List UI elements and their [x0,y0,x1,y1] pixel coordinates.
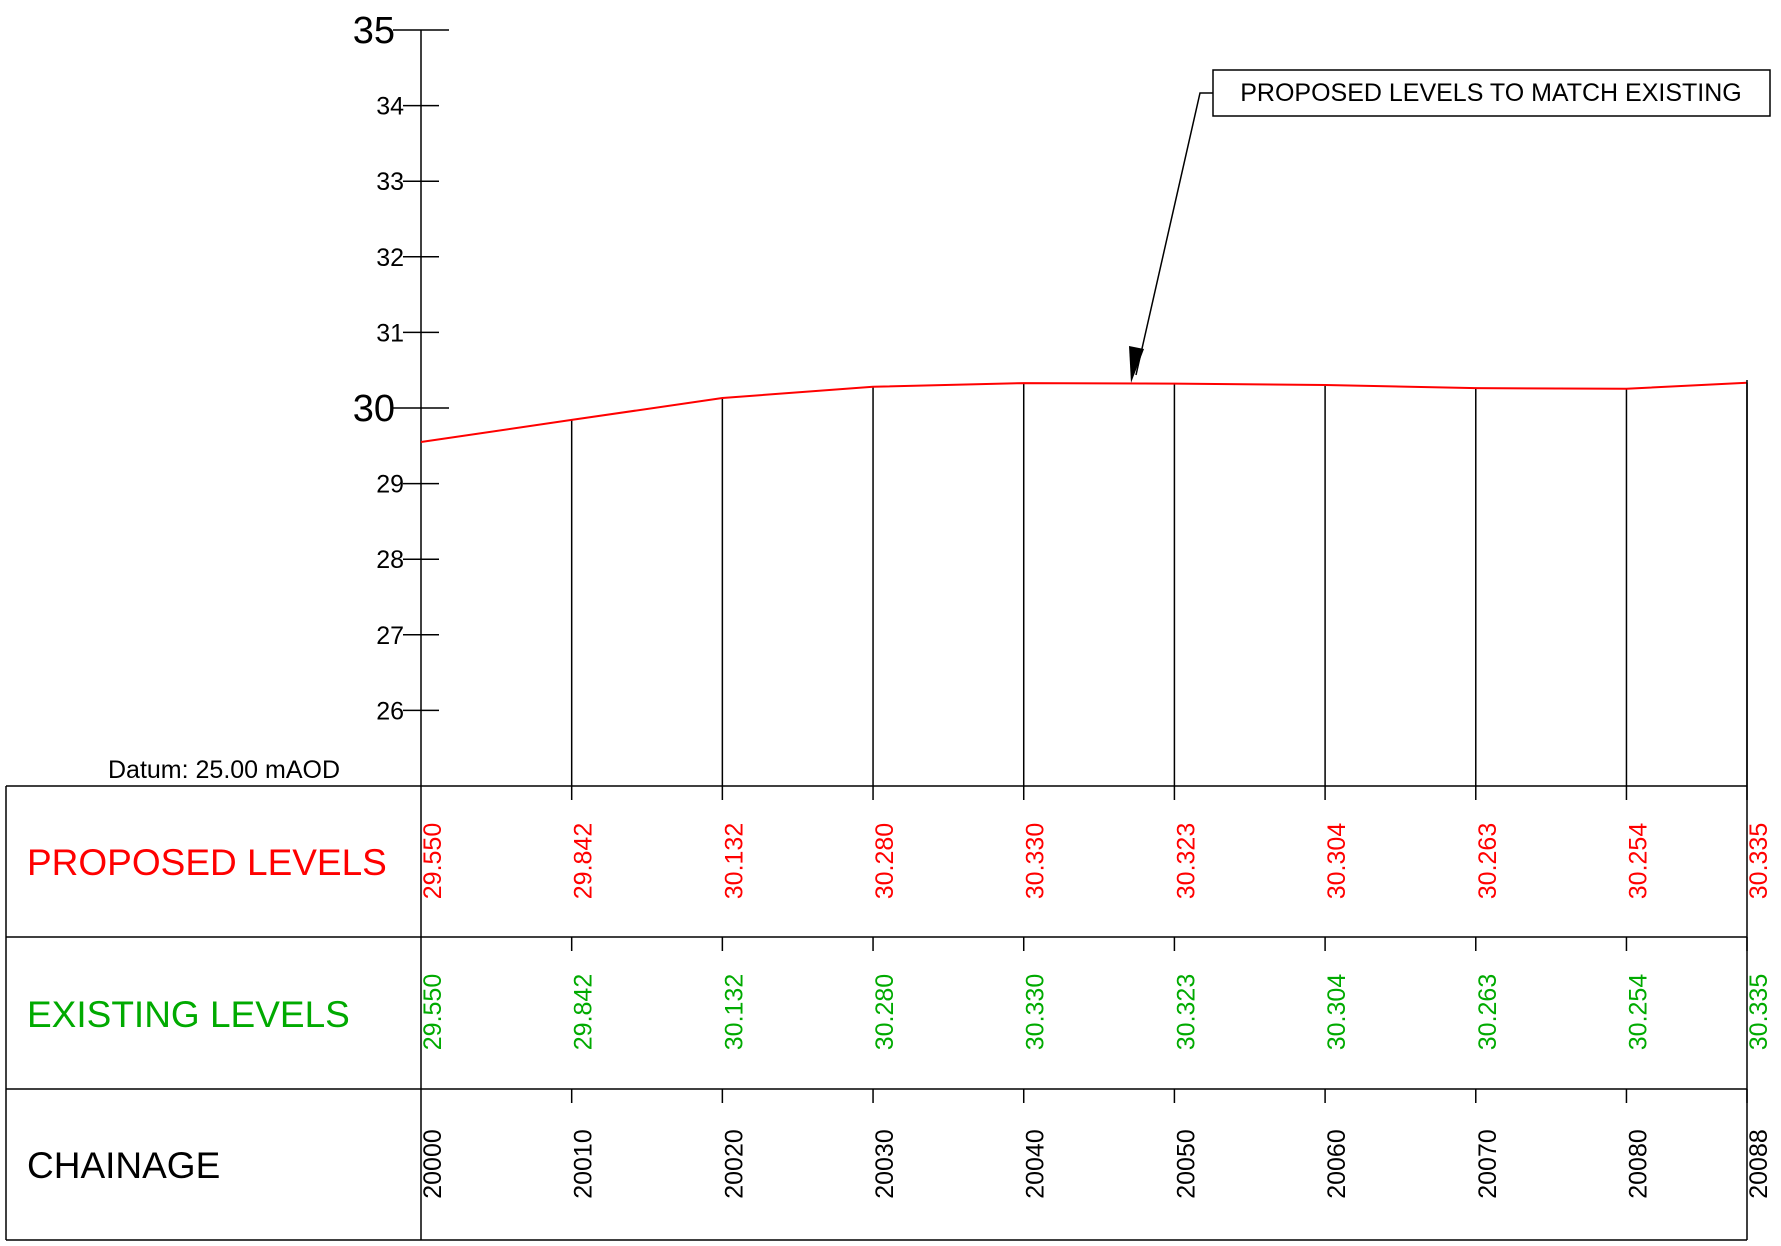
proposed-levels-row-label: PROPOSED LEVELS [27,842,387,883]
proposed-levels-line [420,381,1748,443]
proposed-level-value: 30.335 [1745,823,1773,899]
table-values: 29.550 29.550 20000 29.842 29.842 20010 30.132… [419,823,1773,1199]
existing-levels-row-label: EXISTING LEVELS [27,994,350,1035]
annotation-leader [1135,92,1213,376]
proposed-level-value: 30.323 [1172,823,1200,899]
proposed-level-value: 30.132 [720,823,748,899]
annotation-text: PROPOSED LEVELS TO MATCH EXISTING [1240,79,1742,107]
level-tick-label: 32 [376,244,404,272]
existing-level-value: 29.842 [570,974,598,1050]
proposed-level-value: 30.330 [1022,823,1050,899]
proposed-level-value: 30.304 [1323,823,1351,900]
existing-level-value: 30.323 [1172,974,1200,1050]
levels-table: PROPOSED LEVELS EXISTING LEVELS CHAINAGE [5,380,1748,1241]
proposed-level-value: 29.550 [419,823,447,899]
chainage-value: 20060 [1323,1129,1351,1199]
level-tick-label: 30 [353,388,395,430]
datum-label: Datum: 25.00 mAOD [108,756,340,784]
chainage-value: 20020 [720,1129,748,1199]
level-axis: 35 34 33 32 31 30 29 28 27 26 [353,10,449,1240]
chainage-row-label: CHAINAGE [27,1145,220,1186]
chainage-value: 20040 [1022,1129,1050,1199]
chainage-value: 20030 [871,1129,899,1199]
chainage-value: 20088 [1745,1129,1773,1199]
existing-level-value: 30.132 [720,974,748,1050]
existing-level-value: 30.280 [871,974,899,1050]
level-tick-label: 33 [376,168,404,196]
existing-level-value: 30.330 [1022,974,1050,1050]
chainage-station-lines [570,382,1748,1103]
annotation-arrowhead [1129,346,1144,383]
annotation-callout: PROPOSED LEVELS TO MATCH EXISTING [1129,69,1771,383]
proposed-level-value: 30.280 [871,823,899,899]
level-tick-label: 29 [376,471,404,499]
level-tick-label: 31 [376,319,404,347]
level-tick-label: 27 [376,622,404,650]
chainage-value: 20070 [1474,1129,1502,1199]
existing-level-value: 30.304 [1323,974,1351,1051]
chainage-value: 20050 [1172,1129,1200,1199]
chainage-value: 20000 [419,1129,447,1199]
proposed-level-value: 30.263 [1474,823,1502,899]
proposed-level-value: 29.842 [570,823,598,899]
proposed-level-value: 30.254 [1624,823,1652,900]
level-tick-label: 34 [376,93,404,121]
existing-level-value: 29.550 [419,974,447,1050]
level-tick-label: 28 [376,546,404,574]
existing-level-value: 30.254 [1624,974,1652,1051]
existing-level-value: 30.335 [1745,974,1773,1050]
annotation-box [1212,69,1771,117]
level-tick-label: 35 [353,10,395,52]
chainage-value: 20080 [1624,1129,1652,1199]
chainage-value: 20010 [570,1129,598,1199]
level-tick-label: 26 [376,697,404,725]
existing-level-value: 30.263 [1474,974,1502,1050]
